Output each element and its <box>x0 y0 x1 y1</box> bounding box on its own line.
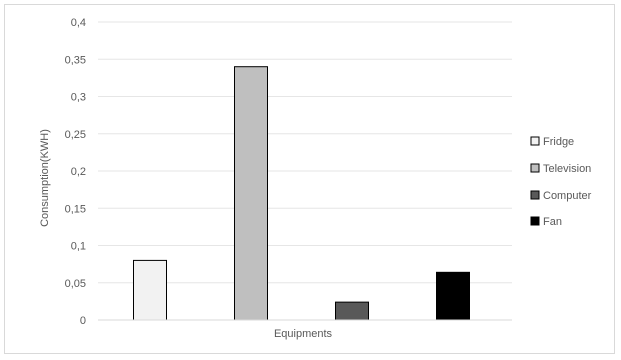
gridlines <box>98 21 512 284</box>
y-axis-title: Consumption(KWH) <box>39 129 51 227</box>
y-tick-label: 0,15 <box>65 203 86 215</box>
y-tick-label: 0,35 <box>65 54 86 66</box>
bar-television <box>234 66 268 321</box>
legend-swatch-computer <box>530 190 540 200</box>
legend-label-fan: Fan <box>543 216 562 228</box>
y-tick-label: 0,2 <box>71 166 86 178</box>
legend-label-television: Television <box>543 163 591 175</box>
y-tick-label: 0,4 <box>71 17 86 29</box>
bar-computer <box>335 301 369 321</box>
y-tick-label: 0,1 <box>71 241 86 253</box>
x-axis-title: Equipments <box>274 328 333 340</box>
legend: Fridge Television Computer Fan <box>530 136 592 228</box>
y-tick-label: 0,05 <box>65 278 86 290</box>
legend-swatch-fridge <box>530 136 540 146</box>
y-tick-label: 0,3 <box>71 92 86 104</box>
legend-label-computer: Computer <box>543 190 592 202</box>
legend-swatch-fan <box>530 216 540 226</box>
y-axis-ticks: 0 0,05 0,1 0,15 0,2 0,25 0,3 0,35 0,4 <box>65 17 86 327</box>
bar-fan <box>436 271 470 321</box>
y-tick-label: 0 <box>80 315 86 327</box>
y-tick-label: 0,25 <box>65 129 86 141</box>
bar-fridge <box>133 259 167 321</box>
legend-swatch-television <box>530 163 540 173</box>
legend-label-fridge: Fridge <box>543 136 574 148</box>
bars <box>133 66 470 321</box>
chart-frame <box>4 4 615 354</box>
